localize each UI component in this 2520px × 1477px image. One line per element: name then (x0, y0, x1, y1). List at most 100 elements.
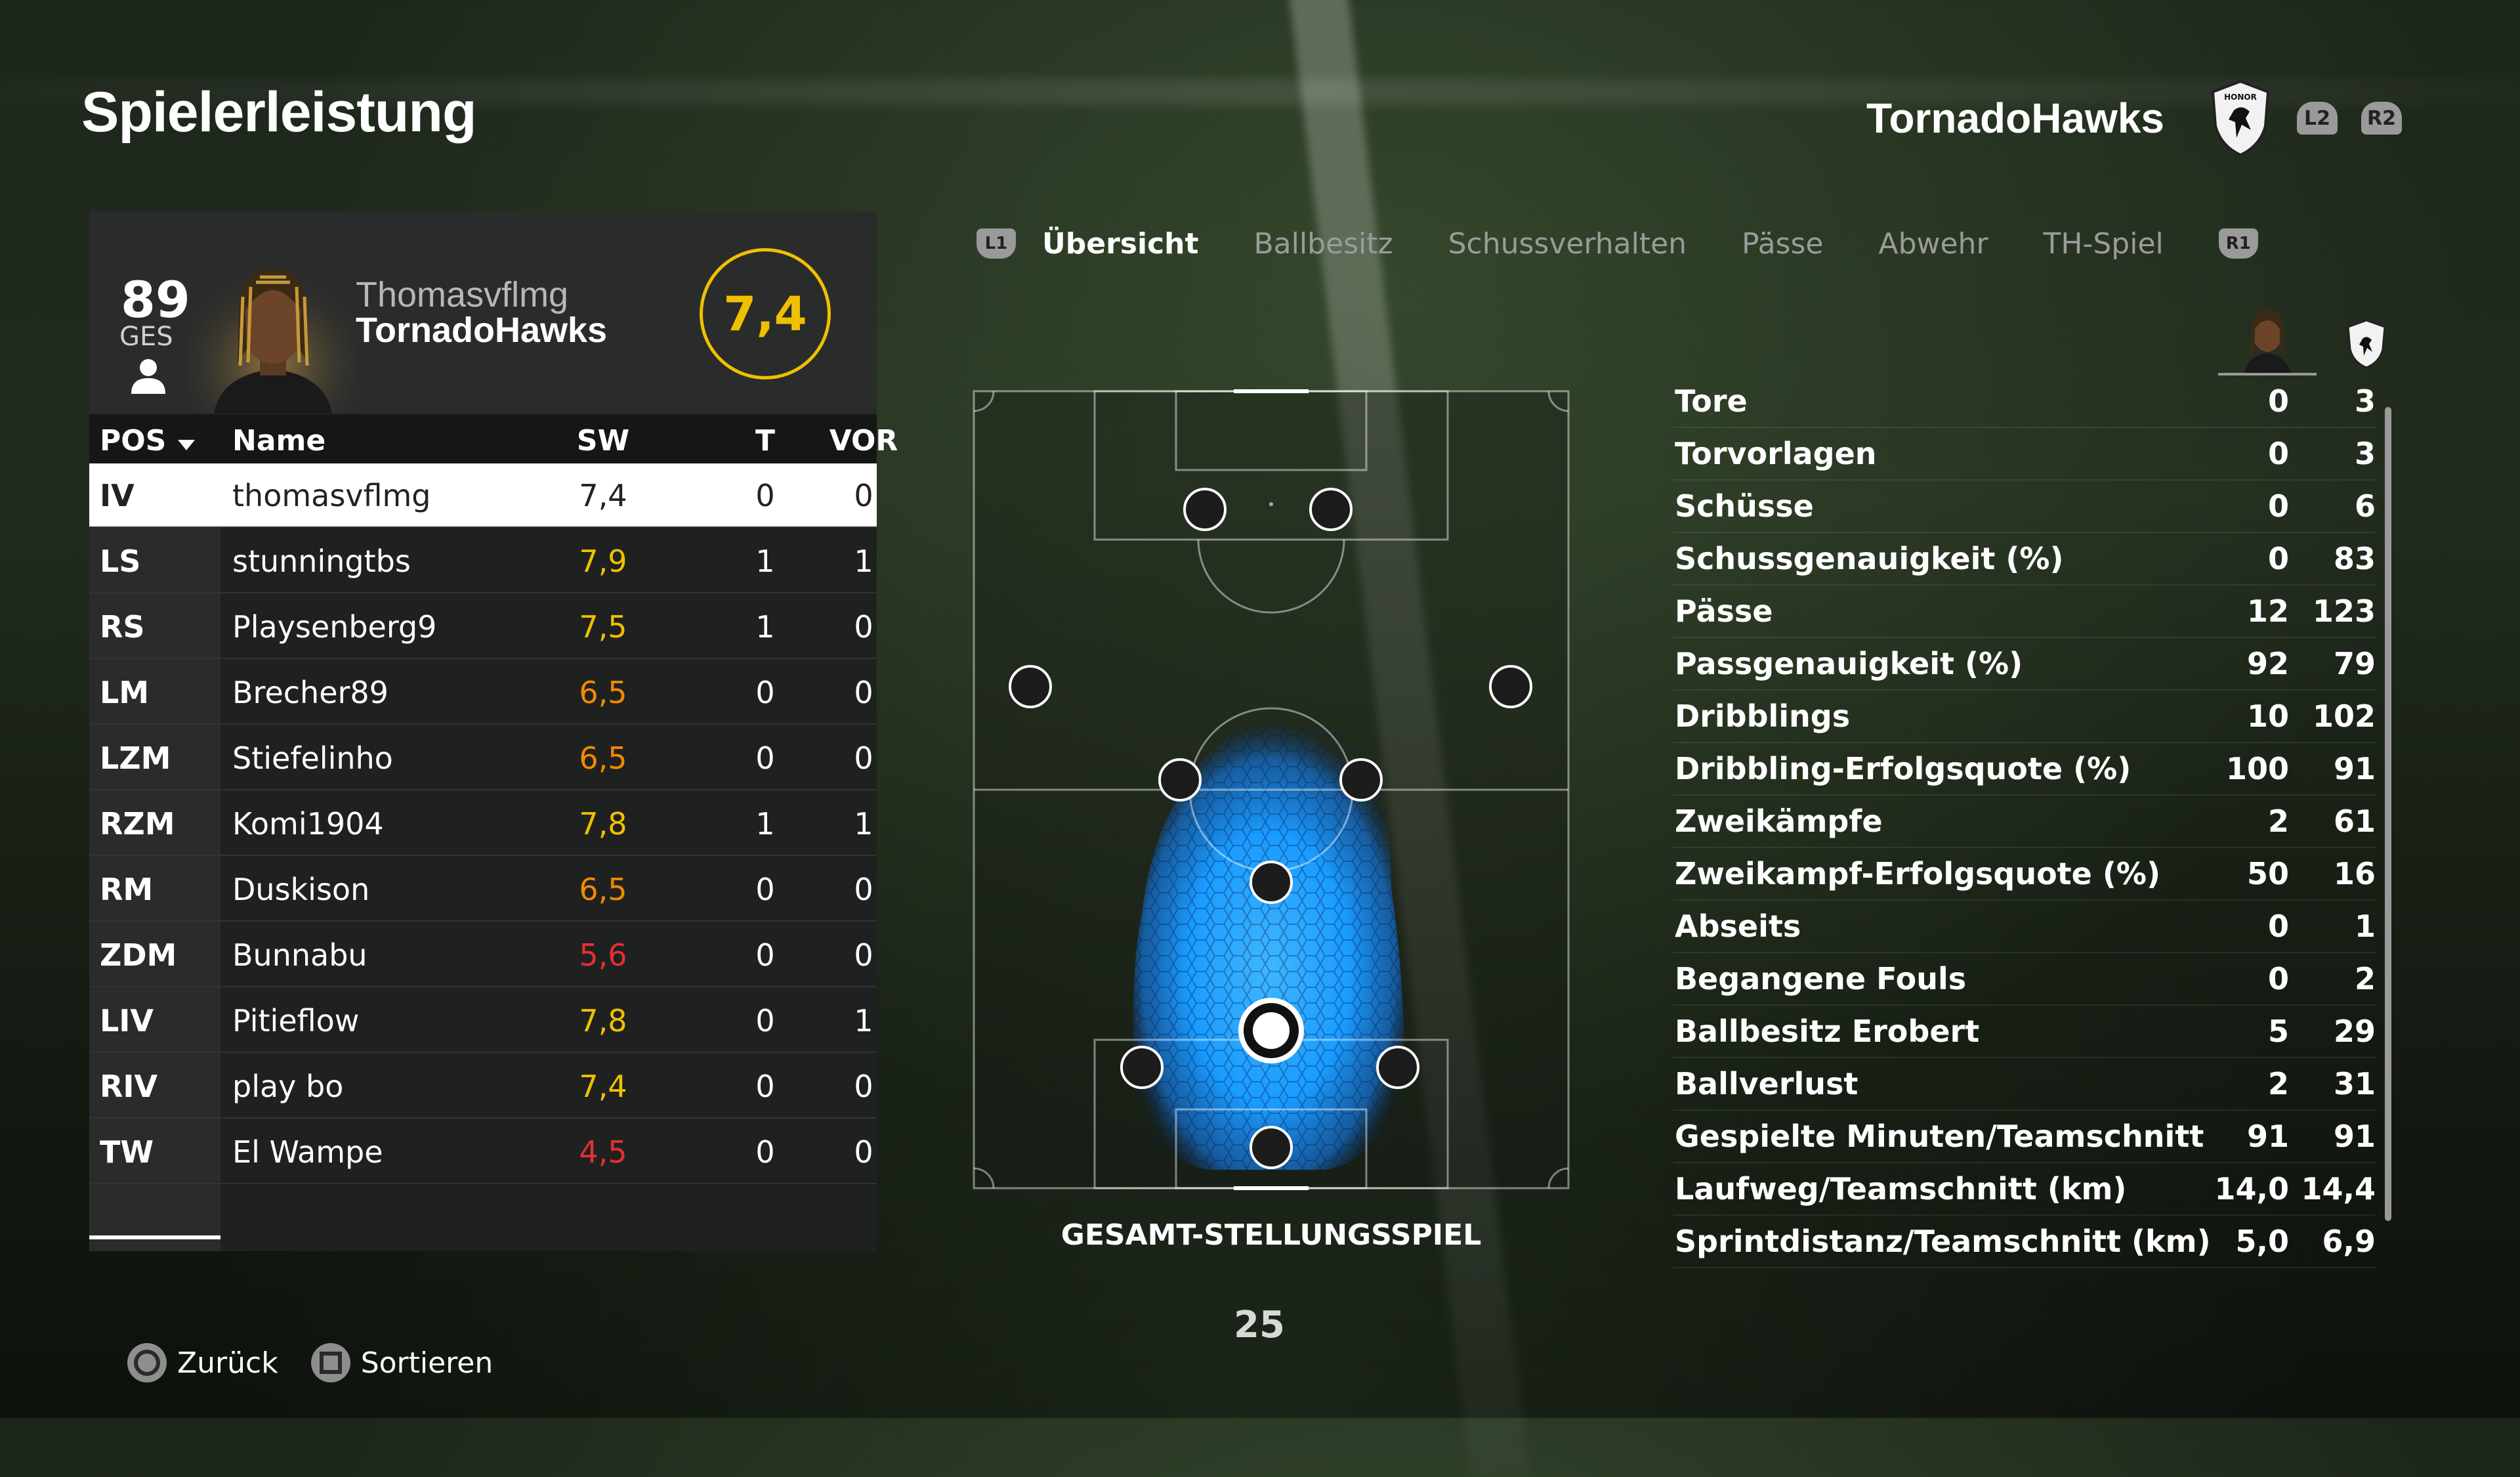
row-assists: 0 (854, 740, 873, 776)
header-name: Name (232, 424, 326, 458)
row-position: RS (100, 609, 145, 645)
r2-button[interactable]: R2 (2361, 102, 2402, 135)
tab-ballbesitz[interactable]: Ballbesitz (1253, 226, 1393, 261)
stat-row: Dribblings 10 102 (1673, 691, 2376, 743)
stat-row: Pässe 12 123 (1673, 586, 2376, 638)
stat-row: Dribbling-Erfolgsquote (%) 100 91 (1673, 743, 2376, 796)
team-header: TornadoHawks HONOR L2 R2 (1866, 79, 2402, 158)
table-row[interactable]: RS Playsenberg9 7,5 1 0 (89, 595, 877, 659)
table-row[interactable]: TW El Wampe 4,5 0 0 (89, 1120, 877, 1184)
sort-button[interactable]: Sortieren (310, 1342, 494, 1384)
stat-player-value: 5 (2267, 1014, 2289, 1049)
stat-player-value: 2 (2267, 1066, 2289, 1102)
row-position: IV (100, 478, 135, 513)
stat-team-value: 16 (2333, 856, 2376, 891)
row-goals: 1 (755, 544, 775, 579)
player-marker-rs (1309, 488, 1353, 531)
row-position: ZDM (100, 937, 177, 973)
row-player-name: Pitieflow (232, 1003, 360, 1038)
tab-paesse[interactable]: Pässe (1742, 226, 1824, 261)
stat-label: Pässe (1675, 593, 1773, 629)
row-goals: 1 (755, 609, 775, 645)
l1-button[interactable]: L1 (976, 228, 1016, 259)
square-button-icon (310, 1343, 350, 1382)
table-row[interactable]: RZM Komi1904 7,8 1 1 (89, 792, 877, 856)
row-rating: 7,5 (579, 609, 627, 645)
stat-row: Abseits 0 1 (1673, 901, 2376, 953)
stats-scroll-thumb[interactable] (2385, 407, 2391, 1221)
stat-row: Zweikämpfe 2 61 (1673, 796, 2376, 848)
stat-row: Tore 0 3 (1673, 375, 2376, 428)
player-team: TornadoHawks (356, 310, 608, 350)
header-pos: POS (100, 424, 167, 458)
stat-player-value: 92 (2246, 646, 2289, 681)
row-goals: 1 (755, 806, 775, 842)
player-portrait-small (2218, 310, 2317, 375)
sort-pos-header[interactable]: POS (100, 424, 196, 458)
table-row[interactable]: LZM Stiefelinho 6,5 0 0 (89, 726, 877, 790)
r1-button[interactable]: R1 (2218, 228, 2258, 259)
overall-rating: 89 (121, 270, 190, 329)
row-player-name: stunningtbs (232, 544, 411, 579)
player-marker-rm (1489, 665, 1532, 708)
back-button[interactable]: Zurück (126, 1342, 278, 1384)
row-goals: 0 (755, 1003, 775, 1038)
stat-row: Torvorlagen 0 3 (1673, 428, 2376, 481)
sort-down-icon (177, 440, 195, 450)
row-player-name: Brecher89 (232, 675, 388, 710)
stat-label: Passgenauigkeit (%) (1675, 646, 2023, 681)
team-name: TornadoHawks (1866, 95, 2164, 142)
circle-button-icon (127, 1343, 167, 1382)
back-label: Zurück (177, 1346, 278, 1380)
stat-player-value: 0 (2267, 961, 2289, 996)
stat-team-value: 2 (2354, 961, 2376, 996)
table-row[interactable]: IV thomasvflmg 7,4 0 0 (89, 463, 877, 528)
stat-player-value: 100 (2225, 751, 2289, 786)
stat-label: Schüsse (1675, 488, 1814, 524)
player-card: 89 GES Thomasvflmg TornadoHawks 7,4 (89, 211, 877, 414)
tab-abwehr[interactable]: Abwehr (1878, 226, 1988, 261)
l2-button[interactable]: L2 (2297, 102, 2338, 135)
row-rating: 7,4 (579, 1069, 627, 1104)
player-marker-riv (1376, 1046, 1419, 1089)
stat-row: Ballverlust 2 31 (1673, 1058, 2376, 1111)
tab-uebersicht[interactable]: Übersicht (1042, 226, 1199, 261)
stat-row: Sprintdistanz/Teamschnitt (km) 5,0 6,9 (1673, 1216, 2376, 1268)
row-position: LZM (100, 740, 171, 776)
positioning-heatmap (973, 389, 1570, 1190)
player-performance-panel: 89 GES Thomasvflmg TornadoHawks 7,4 POS (89, 211, 898, 1251)
stat-team-value: 123 (2312, 593, 2376, 629)
player-marker-lzm (1158, 758, 1202, 802)
row-assists: 1 (854, 1003, 873, 1038)
row-position: LM (100, 675, 150, 710)
stat-player-value: 0 (2267, 909, 2289, 944)
table-row[interactable]: RIV play bo 7,4 0 0 (89, 1054, 877, 1119)
row-rating: 7,8 (579, 806, 627, 842)
footer-controls: Zurück Sortieren (126, 1342, 524, 1384)
tab-th-spiel[interactable]: TH-Spiel (2043, 226, 2164, 261)
table-row[interactable]: LS stunningtbs 7,9 1 1 (89, 529, 877, 593)
row-goals: 0 (755, 478, 775, 513)
stat-player-value: 12 (2246, 593, 2289, 629)
stat-team-value: 3 (2354, 383, 2376, 419)
player-marker-lm (1009, 665, 1052, 708)
row-rating: 6,5 (579, 740, 627, 776)
row-player-name: thomasvflmg (232, 478, 431, 513)
player-marker-rzm (1339, 758, 1383, 802)
table-row[interactable]: LM Brecher89 6,5 0 0 (89, 660, 877, 725)
row-goals: 0 (755, 1069, 775, 1104)
table-row[interactable]: RM Duskison 6,5 0 0 (89, 857, 877, 922)
team-crest-icon: HONOR (2211, 79, 2270, 157)
row-rating: 7,8 (579, 1003, 627, 1038)
row-player-name: Playsenberg9 (232, 609, 437, 645)
tab-schussverhalten[interactable]: Schussverhalten (1448, 226, 1687, 261)
sort-label: Sortieren (360, 1346, 494, 1380)
row-assists: 0 (854, 937, 873, 973)
table-row[interactable]: ZDM Bunnabu 5,6 0 0 (89, 923, 877, 987)
stat-team-value: 102 (2312, 698, 2376, 734)
stat-player-value: 50 (2246, 856, 2289, 891)
table-row[interactable]: LIV Pitieflow 7,8 0 1 (89, 989, 877, 1053)
stat-row: Laufweg/Teamschnitt (km) 14,0 14,4 (1673, 1163, 2376, 1216)
stats-scrollbar[interactable] (2385, 407, 2391, 1221)
stat-label: Abseits (1675, 909, 1801, 944)
